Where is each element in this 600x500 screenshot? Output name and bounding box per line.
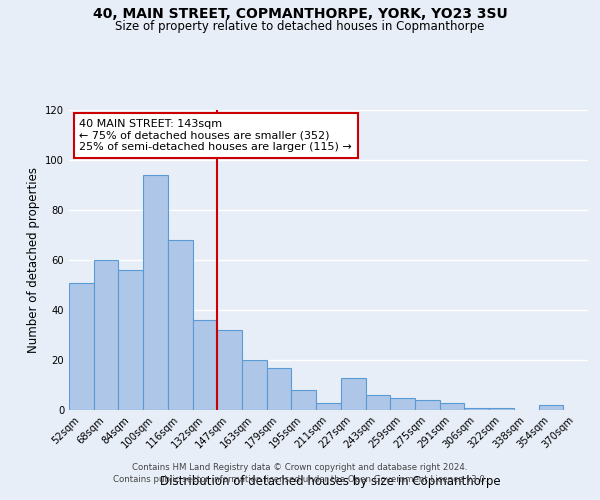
Bar bbox=[94, 260, 118, 410]
Bar bbox=[217, 330, 242, 410]
Bar bbox=[193, 320, 217, 410]
Bar bbox=[242, 360, 267, 410]
Bar bbox=[464, 408, 489, 410]
Text: Size of property relative to detached houses in Copmanthorpe: Size of property relative to detached ho… bbox=[115, 20, 485, 33]
Bar bbox=[365, 395, 390, 410]
Bar bbox=[440, 402, 464, 410]
Bar bbox=[415, 400, 440, 410]
Bar bbox=[390, 398, 415, 410]
Text: Distribution of detached houses by size in Copmanthorpe: Distribution of detached houses by size … bbox=[160, 474, 500, 488]
Bar bbox=[118, 270, 143, 410]
Bar bbox=[292, 390, 316, 410]
Bar bbox=[267, 368, 292, 410]
Text: 40, MAIN STREET, COPMANTHORPE, YORK, YO23 3SU: 40, MAIN STREET, COPMANTHORPE, YORK, YO2… bbox=[92, 8, 508, 22]
Bar bbox=[69, 282, 94, 410]
Bar bbox=[168, 240, 193, 410]
Text: 40 MAIN STREET: 143sqm
← 75% of detached houses are smaller (352)
25% of semi-de: 40 MAIN STREET: 143sqm ← 75% of detached… bbox=[79, 119, 352, 152]
Bar bbox=[489, 408, 514, 410]
Bar bbox=[316, 402, 341, 410]
Bar bbox=[341, 378, 365, 410]
Bar bbox=[143, 175, 168, 410]
Bar bbox=[539, 405, 563, 410]
Text: Contains HM Land Registry data © Crown copyright and database right 2024.
Contai: Contains HM Land Registry data © Crown c… bbox=[113, 462, 487, 484]
Y-axis label: Number of detached properties: Number of detached properties bbox=[26, 167, 40, 353]
